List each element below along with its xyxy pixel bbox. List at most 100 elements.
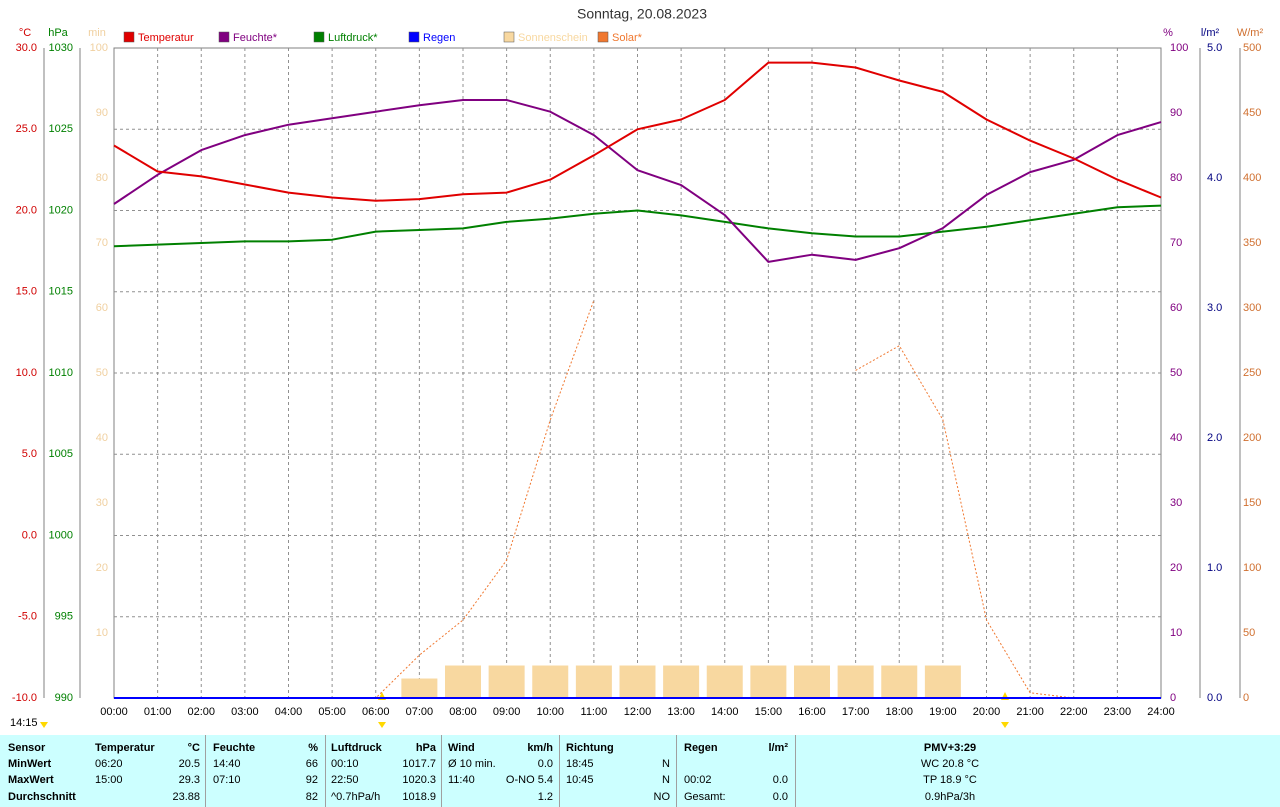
legend-swatch bbox=[313, 31, 325, 43]
y-tick-label: 30 bbox=[96, 497, 108, 509]
y-tick-label: 50 bbox=[1243, 627, 1255, 639]
table-cell: Durchschnitt bbox=[8, 791, 76, 803]
y-tick-label: 150 bbox=[1243, 497, 1261, 509]
x-tick-label: 19:00 bbox=[929, 706, 957, 718]
table-cell: PMV+3:29 bbox=[923, 742, 977, 754]
y-tick-label: 200 bbox=[1243, 432, 1261, 444]
table-cell: WC 20.8 °C bbox=[920, 758, 980, 770]
table-cell: 06:20 bbox=[95, 758, 123, 770]
y-tick-label: 1020 bbox=[49, 204, 73, 216]
axis-unit: min bbox=[88, 27, 106, 39]
sunshine-bar bbox=[575, 665, 612, 698]
axis-unit: l/m² bbox=[1201, 27, 1220, 39]
y-tick-label: 90 bbox=[1170, 107, 1182, 119]
y-tick-label: 0 bbox=[1243, 692, 1249, 704]
y-tick-label: 5.0 bbox=[1207, 42, 1222, 54]
table-cell: Gesamt: bbox=[684, 791, 726, 803]
table-cell: 0.9hPa/3h bbox=[924, 791, 976, 803]
table-cell: Sensor bbox=[8, 742, 46, 754]
y-tick-label: 15.0 bbox=[16, 286, 37, 298]
y-tick-label: 400 bbox=[1243, 172, 1261, 184]
table-cell: TP 18.9 °C bbox=[923, 774, 977, 786]
y-tick-label: 30 bbox=[1170, 497, 1182, 509]
table-cell: Regen bbox=[684, 742, 718, 754]
y-tick-label: -5.0 bbox=[18, 611, 37, 623]
sunshine-bar bbox=[924, 665, 961, 698]
table-cell: 0.0 bbox=[772, 791, 788, 803]
table-cell: MaxWert bbox=[8, 774, 54, 786]
x-tick-label: 09:00 bbox=[493, 706, 521, 718]
y-tick-label: 990 bbox=[55, 692, 73, 704]
y-tick-label: 350 bbox=[1243, 237, 1261, 249]
y-tick-label: 2.0 bbox=[1207, 432, 1222, 444]
axis-unit: hPa bbox=[48, 27, 68, 39]
sunshine-bar bbox=[401, 678, 438, 698]
y-tick-label: 70 bbox=[1170, 237, 1182, 249]
series-line bbox=[113, 61, 1162, 202]
table-cell: Richtung bbox=[566, 742, 614, 754]
separator bbox=[795, 735, 796, 807]
table-cell: 07:10 bbox=[213, 774, 241, 786]
sunshine-bar bbox=[794, 665, 830, 698]
sunshine-bar bbox=[619, 665, 656, 698]
legend-label: Feuchte* bbox=[233, 32, 278, 44]
y-tick-label: 5.0 bbox=[22, 448, 37, 460]
table-cell: ^0.7hPa/h bbox=[331, 791, 381, 803]
table-cell: N bbox=[662, 774, 670, 786]
legend-swatch bbox=[218, 31, 230, 43]
legend-swatch bbox=[408, 31, 420, 43]
y-tick-label: 250 bbox=[1243, 367, 1261, 379]
table-cell: 00:10 bbox=[331, 758, 359, 770]
y-tick-label: 100 bbox=[1170, 42, 1188, 54]
sunshine-bar bbox=[881, 665, 918, 698]
axis-unit: W/m² bbox=[1237, 27, 1264, 39]
y-tick-label: 50 bbox=[1170, 367, 1182, 379]
y-tick-label: 70 bbox=[96, 237, 108, 249]
x-tick-label: 11:00 bbox=[581, 706, 608, 718]
y-tick-label: 0.0 bbox=[1207, 692, 1222, 704]
legend-label: Sonnenschein bbox=[518, 32, 588, 44]
table-cell: Wind bbox=[448, 742, 475, 754]
table-cell: MinWert bbox=[8, 758, 52, 770]
sunshine-bar bbox=[488, 665, 525, 698]
x-tick-label: 07:00 bbox=[406, 706, 434, 718]
x-tick-label: 23:00 bbox=[1104, 706, 1132, 718]
y-tick-label: 450 bbox=[1243, 107, 1261, 119]
table-cell: 1020.3 bbox=[402, 774, 436, 786]
x-tick-label: 20:00 bbox=[973, 706, 1001, 718]
stats-table: Sensor Temperatur °C Feuchte% Luftdruck hPa Wi… bbox=[0, 735, 1280, 807]
y-tick-label: 25.0 bbox=[16, 123, 37, 135]
x-tick-label: 24:00 bbox=[1147, 706, 1175, 718]
x-tick-label: 04:00 bbox=[275, 706, 303, 718]
time-marker bbox=[40, 722, 48, 728]
table-cell: 11:40 bbox=[448, 774, 475, 786]
table-cell: 1017.7 bbox=[402, 758, 436, 770]
y-tick-label: 50 bbox=[96, 367, 108, 379]
table-cell: 20.5 bbox=[178, 758, 200, 770]
updated-time: 14:15 bbox=[10, 717, 38, 729]
table-cell: 92 bbox=[305, 774, 318, 786]
x-tick-label: 16:00 bbox=[798, 706, 826, 718]
x-tick-label: 21:00 bbox=[1016, 706, 1044, 718]
chart: Sonntag, 20.08.2023 14:15 00:00 01:00 02:0… bbox=[10, 6, 1264, 729]
separator bbox=[676, 735, 677, 807]
legend-label: Luftdruck* bbox=[328, 32, 378, 44]
y-tick-label: -10.0 bbox=[12, 692, 37, 704]
x-tick-label: 14:00 bbox=[711, 706, 739, 718]
table-cell: 0.0 bbox=[537, 758, 553, 770]
table-cell: NO bbox=[653, 791, 671, 803]
y-tick-label: 80 bbox=[96, 172, 108, 184]
table-cell: 0.0 bbox=[772, 774, 788, 786]
y-tick-label: 995 bbox=[55, 611, 73, 623]
legend-label: Regen bbox=[423, 32, 455, 44]
sunshine-bar bbox=[445, 665, 481, 698]
table-cell: °C bbox=[187, 742, 200, 754]
legend-label: Temperatur bbox=[138, 32, 194, 44]
y-tick-label: 10 bbox=[1170, 627, 1182, 639]
x-tick-label: 18:00 bbox=[885, 706, 913, 718]
x-tick-label: 10:00 bbox=[536, 706, 564, 718]
separator bbox=[325, 735, 326, 807]
sunshine-bar bbox=[706, 665, 743, 698]
sunshine-bar bbox=[750, 665, 787, 698]
y-tick-label: 20 bbox=[1170, 562, 1182, 574]
